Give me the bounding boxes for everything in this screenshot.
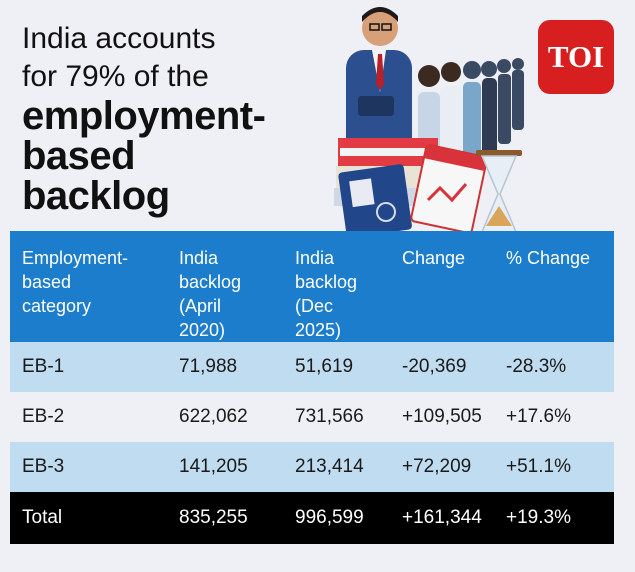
header-change-l1: Change bbox=[402, 248, 466, 268]
logo-text: TOI bbox=[547, 39, 605, 74]
cell-backlog-2025: 51,619 bbox=[283, 342, 390, 392]
cell-backlog-2020: 835,255 bbox=[167, 492, 283, 544]
headline-line-1: India accounts bbox=[22, 22, 216, 55]
cell-backlog-2025: 731,566 bbox=[283, 392, 390, 442]
cell-pct-change: -28.3% bbox=[494, 342, 614, 392]
header-2020-l3: (April bbox=[179, 296, 222, 316]
cell-category: Total bbox=[10, 492, 167, 544]
header-2025-l1: India bbox=[295, 248, 335, 268]
man-illustration bbox=[346, 7, 412, 160]
backlog-table: Employment- based category India backlog… bbox=[10, 231, 614, 544]
table-row: EB-3 141,205 213,414 +72,209 +51.1% bbox=[10, 442, 614, 492]
cell-category: EB-1 bbox=[10, 342, 167, 392]
header-2020-l2: backlog bbox=[179, 272, 242, 292]
cell-backlog-2020: 622,062 bbox=[167, 392, 283, 442]
header-pct-change: % Change bbox=[494, 231, 614, 342]
cell-category: EB-2 bbox=[10, 392, 167, 442]
toi-logo: TOI bbox=[538, 20, 614, 94]
illustration-queue bbox=[334, 7, 524, 238]
cell-change: +72,209 bbox=[390, 442, 494, 492]
headline-line-4: based bbox=[22, 134, 136, 178]
calendar-illustration bbox=[410, 144, 488, 234]
header-2025-l2: backlog bbox=[295, 272, 358, 292]
cell-backlog-2020: 141,205 bbox=[167, 442, 283, 492]
table-row: EB-2 622,062 731,566 +109,505 +17.6% bbox=[10, 392, 614, 442]
header-2025-l4: 2025) bbox=[295, 320, 342, 340]
cell-pct-change: +51.1% bbox=[494, 442, 614, 492]
header-2025-l3: (Dec bbox=[295, 296, 334, 316]
header-category-l1: Employment- bbox=[22, 248, 129, 268]
headline: India accounts for 79% of the employment… bbox=[22, 20, 322, 216]
cell-change: +109,505 bbox=[390, 392, 494, 442]
table-header-row: Employment- based category India backlog… bbox=[10, 231, 614, 342]
table-row: EB-1 71,988 51,619 -20,369 -28.3% bbox=[10, 342, 614, 392]
table-row-total: Total 835,255 996,599 +161,344 +19.3% bbox=[10, 492, 614, 544]
header-pct-l1: % Change bbox=[506, 248, 591, 268]
cell-backlog-2020: 71,988 bbox=[167, 342, 283, 392]
headline-line-5: backlog bbox=[22, 174, 170, 218]
headline-line-3: employment- bbox=[22, 94, 266, 138]
passport-illustration bbox=[338, 164, 412, 238]
cell-backlog-2025: 213,414 bbox=[283, 442, 390, 492]
header-2020-l1: India bbox=[179, 248, 219, 268]
header-2020-l4: 2020) bbox=[179, 320, 226, 340]
header-category: Employment- based category bbox=[10, 231, 167, 342]
cell-change: +161,344 bbox=[390, 492, 494, 544]
headline-line-2: for 79% of the bbox=[22, 60, 209, 93]
cell-pct-change: +19.3% bbox=[494, 492, 614, 544]
cell-category: EB-3 bbox=[10, 442, 167, 492]
cell-pct-change: +17.6% bbox=[494, 392, 614, 442]
header-backlog-2020: India backlog (April 2020) bbox=[167, 231, 283, 342]
header-category-l2: based bbox=[22, 272, 72, 292]
header-backlog-2025: India backlog (Dec 2025) bbox=[283, 231, 390, 342]
cell-backlog-2025: 996,599 bbox=[283, 492, 390, 544]
cell-change: -20,369 bbox=[390, 342, 494, 392]
header-category-l3: category bbox=[22, 296, 92, 316]
header-change: Change bbox=[390, 231, 494, 342]
